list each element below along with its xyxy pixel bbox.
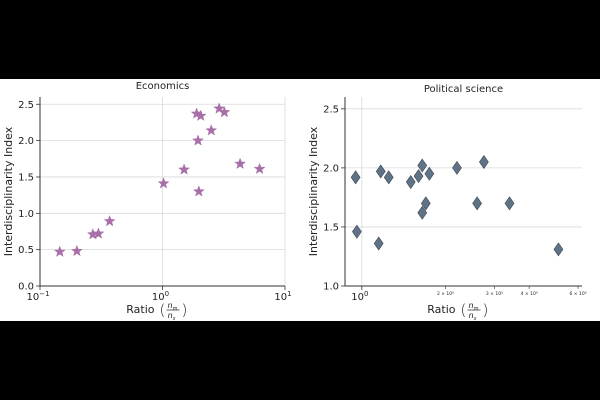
data-point-star bbox=[157, 177, 170, 189]
x-tick-exponent: 0 bbox=[165, 290, 169, 298]
x-tick-base: 10 bbox=[351, 292, 364, 303]
fraction-numerator: nm bbox=[469, 301, 479, 312]
data-point-diamond bbox=[375, 164, 386, 179]
y-tick-label: 2.5 bbox=[18, 100, 34, 111]
data-point-diamond bbox=[350, 170, 361, 185]
x-tick-exponent: 0 bbox=[364, 290, 368, 298]
x-tick-label: 100 bbox=[152, 290, 169, 303]
y-tick-label: 0.5 bbox=[18, 245, 34, 256]
x-tick-exponent: −1 bbox=[39, 290, 49, 298]
data-point-star bbox=[70, 244, 83, 257]
data-point-diamond bbox=[417, 158, 428, 173]
data-point-diamond bbox=[405, 175, 416, 190]
data-point-star bbox=[53, 245, 66, 258]
data-point-diamond bbox=[479, 154, 489, 169]
y-tick-label: 2.0 bbox=[323, 163, 339, 174]
data-point-diamond bbox=[417, 205, 428, 220]
data-point-star bbox=[191, 134, 205, 146]
data-point-star bbox=[218, 105, 231, 118]
fraction-paren-left: ( bbox=[160, 301, 166, 319]
y-tick-label: 0.0 bbox=[18, 282, 34, 293]
x-minor-tick-label: 3 × 10⁰ bbox=[486, 291, 503, 297]
x-tick-label: 10−1 bbox=[26, 290, 49, 303]
data-point-diamond bbox=[413, 169, 424, 184]
y-tick-label: 1.5 bbox=[323, 222, 339, 233]
data-point-star bbox=[192, 185, 205, 197]
x-tick-label: 101 bbox=[274, 290, 291, 303]
x-minor-tick-label: 6 × 10⁰ bbox=[570, 291, 587, 297]
x-tick-base: 10 bbox=[152, 292, 165, 303]
data-point-star bbox=[213, 102, 226, 114]
data-point-star bbox=[194, 109, 207, 121]
data-point-diamond bbox=[452, 160, 462, 175]
fraction-numerator: nm bbox=[168, 301, 178, 312]
x-minor-tick-label: 2 × 10⁰ bbox=[437, 291, 454, 297]
data-point-star bbox=[234, 157, 247, 169]
fraction-numerator-sub: m bbox=[173, 306, 178, 312]
data-point-star bbox=[92, 227, 105, 239]
figure-panel bbox=[0, 79, 600, 321]
data-point-star bbox=[103, 214, 116, 227]
x-axis-label-text: Ratio bbox=[427, 303, 456, 316]
data-point-star bbox=[177, 163, 191, 175]
data-point-diamond bbox=[424, 166, 435, 181]
x-minor-tick-label: 4 × 10⁰ bbox=[521, 291, 538, 297]
fraction-numerator-sub: m bbox=[474, 306, 479, 312]
y-tick-label: 1.5 bbox=[18, 172, 34, 183]
y-axis-label: Interdisciplinarity Index bbox=[2, 126, 15, 256]
y-tick-label: 2.5 bbox=[323, 104, 339, 115]
data-point-diamond bbox=[373, 236, 384, 251]
x-tick-exponent: 1 bbox=[287, 290, 291, 298]
data-point-diamond bbox=[472, 196, 482, 211]
fraction-denominator: ns bbox=[469, 311, 477, 322]
data-point-diamond bbox=[420, 196, 431, 211]
x-tick-label: 100 bbox=[351, 290, 368, 303]
data-point-diamond bbox=[383, 170, 394, 185]
chart-title: Political science bbox=[424, 84, 503, 95]
y-tick-label: 1.0 bbox=[18, 209, 34, 220]
x-tick-base: 10 bbox=[26, 292, 39, 303]
fraction-denominator: ns bbox=[168, 311, 176, 322]
x-tick-base: 10 bbox=[274, 292, 287, 303]
fraction-denominator-sub: s bbox=[173, 316, 176, 322]
data-point-diamond bbox=[553, 242, 564, 257]
data-point-diamond bbox=[352, 224, 362, 239]
fraction-paren-right: ) bbox=[182, 301, 188, 319]
fraction-paren-right: ) bbox=[483, 301, 489, 319]
data-point-star bbox=[253, 162, 266, 175]
chart-1: Political science 1.0 1.5 2.0 2.5 100 2 × 10⁰ 3… bbox=[307, 84, 587, 322]
x-axis-label-text: Ratio bbox=[126, 303, 155, 316]
fraction-denominator-sub: s bbox=[474, 316, 477, 322]
y-axis-label: Interdisciplinarity Index bbox=[307, 126, 320, 256]
y-tick-label: 2.0 bbox=[18, 136, 34, 147]
fraction-paren-left: ( bbox=[461, 301, 467, 319]
data-point-diamond bbox=[504, 196, 515, 211]
y-tick-label: 1.0 bbox=[323, 282, 339, 293]
chart-title: Economics bbox=[136, 81, 190, 92]
data-point-star bbox=[205, 124, 218, 136]
